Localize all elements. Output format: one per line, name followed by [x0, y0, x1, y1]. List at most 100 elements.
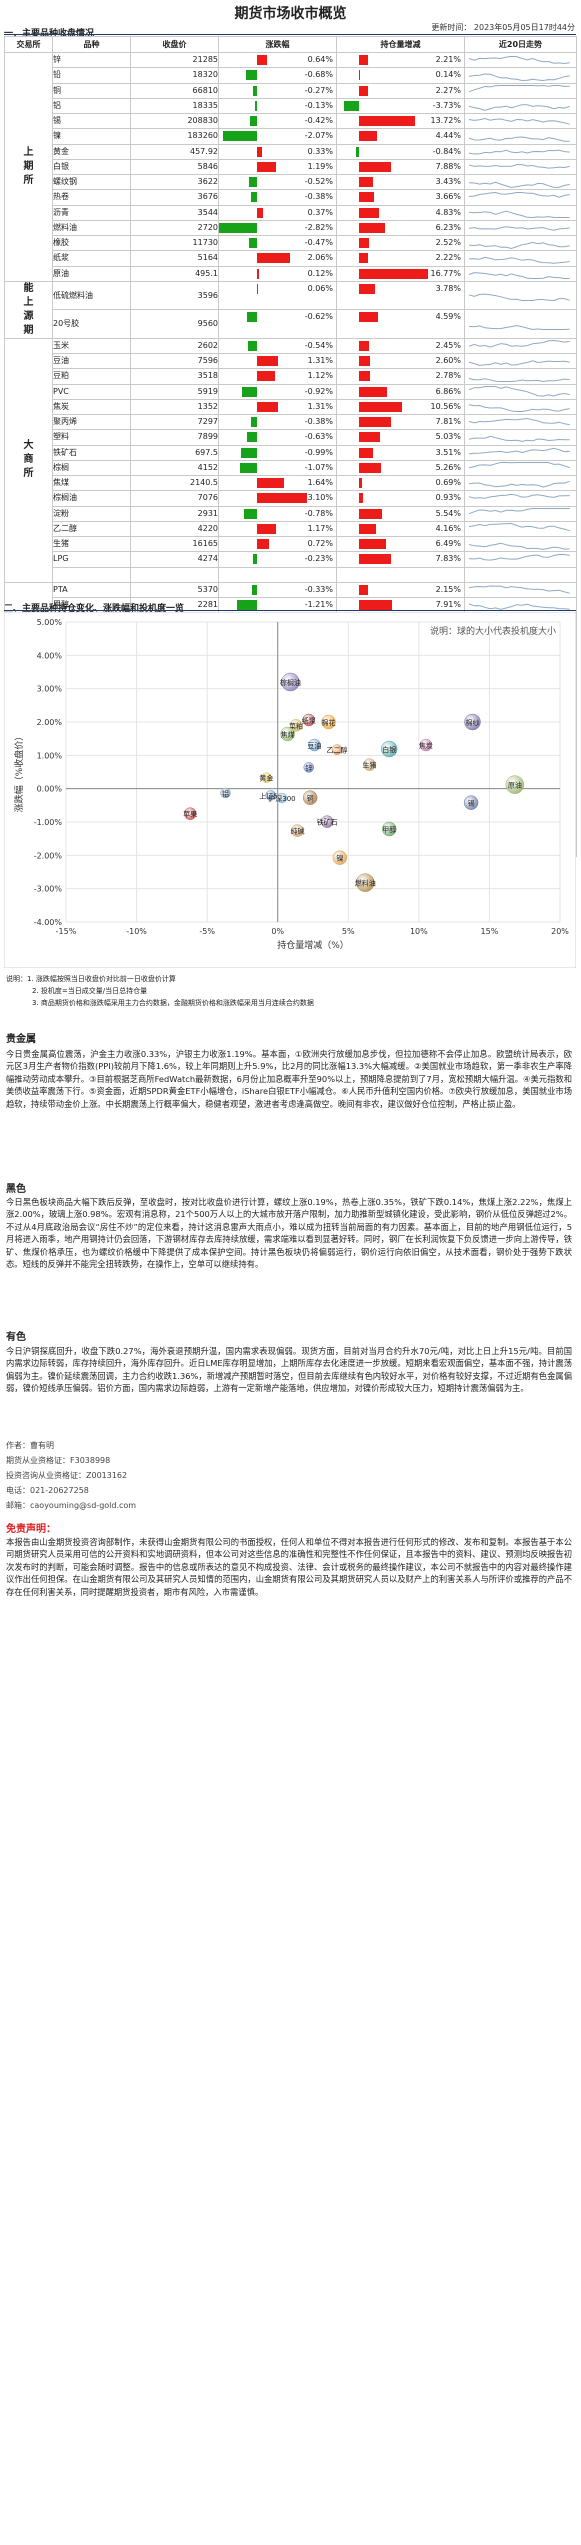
- author-cert: 期货从业资格证：F3038998: [6, 1456, 111, 1465]
- page-title: 期货市场收市概览: [234, 6, 347, 22]
- variety-cell: 乙二醇: [52, 520, 131, 538]
- change-value: -0.38%: [304, 417, 333, 426]
- y-tick-label: -2.00%: [34, 851, 63, 860]
- trend-cell: [464, 82, 577, 99]
- oi-bar: [359, 70, 360, 81]
- col-header-price: 收盘价: [130, 36, 219, 53]
- change-cell: -0.99%: [218, 444, 337, 461]
- oi-bar: [343, 100, 359, 111]
- oi-value: 4.44%: [435, 131, 461, 141]
- x-tick-label: 10%: [410, 927, 428, 936]
- change-bar: [242, 386, 257, 397]
- disclaimer-title: 免责声明：: [6, 1524, 56, 1535]
- variety-cell: 20号胶: [52, 309, 131, 339]
- oi-cell: 3.51%: [336, 444, 465, 461]
- trend-sparkline: [468, 435, 570, 442]
- trend-sparkline: [468, 181, 570, 188]
- table-row: 黄金 457.92 0.33% -0.84%: [5, 143, 577, 160]
- price-cell: 5370: [130, 581, 219, 599]
- scatter-point: [320, 815, 334, 828]
- trend-cell: [464, 413, 577, 431]
- variety-cell: 玉米: [52, 337, 131, 355]
- change-cell: -0.78%: [218, 505, 337, 522]
- scatter-point: [291, 824, 304, 837]
- trend-sparkline: [468, 324, 570, 330]
- chart-note-1: 1. 涨跌幅按照当日收盘价对比前一日收盘价计算: [27, 975, 176, 983]
- oi-value: 2.78%: [435, 371, 461, 381]
- scatter-point-label: 焦煤: [281, 730, 295, 739]
- change-bar: [257, 493, 308, 504]
- price-cell: 18320: [130, 67, 219, 84]
- oi-value: 3.66%: [435, 192, 461, 202]
- change-cell: 1.64%: [218, 474, 337, 492]
- variety-cell: PTA: [52, 581, 131, 599]
- change-bar: [246, 432, 257, 443]
- trend-cell: [464, 204, 577, 221]
- table-row: LPG 4274 -0.23% 7.83%: [5, 551, 577, 568]
- scatter-point-label: 铜: [307, 794, 314, 803]
- commentary-text-nonferrous: 今日沪铜探底回升，收盘下跌0.27%，海外衰退预期升温，国内需求表现偏弱。现货方…: [6, 1346, 572, 1394]
- oi-value: 7.88%: [435, 161, 461, 171]
- chart-notes: 说明：1. 涨跌幅按照当日收盘价对比前一日收盘价计算 2. 投机度=当日成交量/…: [6, 975, 314, 1007]
- scatter-point: [321, 714, 336, 730]
- trend-sparkline: [468, 117, 570, 125]
- section1-rule: [4, 34, 576, 35]
- change-cell: 1.17%: [218, 520, 337, 538]
- change-cell: 1.19%: [218, 158, 337, 176]
- scatter-point-label: 乙二醇: [326, 746, 347, 755]
- trend-cell: [464, 112, 577, 130]
- change-value: -0.68%: [304, 70, 333, 80]
- change-value: 2.06%: [307, 253, 333, 263]
- oi-cell: 4.59%: [336, 309, 465, 339]
- table-row: 镍 183260 -2.07% 4.44%: [5, 128, 577, 145]
- trend-cell: [464, 368, 577, 385]
- oi-value: 4.16%: [435, 523, 461, 533]
- oi-cell: 10.56%: [336, 398, 465, 416]
- trend-cell: [464, 173, 577, 191]
- trend-cell: [464, 551, 577, 568]
- x-tick-label: -10%: [126, 927, 147, 936]
- x-tick-label: -15%: [56, 927, 77, 936]
- col-header-change: 涨跌幅: [218, 36, 337, 53]
- table-row: 上 期 所锌 21285 0.64% 2.21%: [4, 51, 577, 282]
- oi-value: 0.93%: [435, 493, 461, 503]
- change-cell: -0.33%: [218, 581, 337, 599]
- oi-bar: [359, 268, 429, 279]
- trend-sparkline: [468, 359, 570, 366]
- scatter-point-label: 原油: [508, 781, 522, 790]
- change-bar: [257, 55, 268, 65]
- change-bar: [246, 312, 257, 323]
- commentary-text-metals: 今日贵金属高位震荡，沪金主力收涨0.33%，沪银主力收涨1.19%。基本面，①欧…: [6, 1049, 572, 1109]
- scatter-point: [332, 850, 348, 865]
- trend-sparkline: [468, 210, 570, 219]
- trend-sparkline: [468, 417, 570, 425]
- table-row: 棕榈油 7076 3.10% 0.93%: [5, 490, 577, 507]
- scatter-point: [331, 744, 343, 755]
- author-invest: 投资咨询从业资格证：Z0013162: [6, 1471, 128, 1480]
- oi-value: 6.49%: [435, 539, 461, 548]
- scatter-point: [419, 738, 433, 752]
- variety-cell: 镍: [52, 128, 131, 145]
- change-cell: 0.72%: [218, 535, 337, 553]
- oi-value: 7.81%: [435, 417, 461, 426]
- price-cell: 3544: [130, 204, 219, 221]
- table-row: 棕榈 4152 -1.07% 5.26%: [5, 459, 577, 477]
- oi-cell: 6.86%: [336, 383, 465, 400]
- change-cell: -0.38%: [218, 413, 337, 431]
- variety-cell: 塑料: [52, 429, 131, 446]
- scatter-point-label: 纯碱: [290, 827, 304, 836]
- trend-sparkline: [468, 480, 570, 488]
- change-bar: [257, 283, 258, 294]
- change-cell: 2.06%: [218, 250, 337, 267]
- variety-cell: 热卷: [52, 189, 131, 206]
- price-cell: 7076: [130, 490, 219, 507]
- oi-value: -3.73%: [432, 100, 461, 110]
- oi-bar: [359, 238, 370, 248]
- oi-cell: 2.15%: [336, 581, 465, 599]
- price-cell: 1352: [130, 398, 219, 416]
- scatter-chart: 5.00% 4.00% 3.00% 2.00% 1.00% 0.00% -1.00% -2.0…: [3, 611, 577, 969]
- price-cell: 11730: [130, 234, 219, 252]
- price-cell: 7596: [130, 352, 219, 370]
- oi-value: 13.72%: [430, 116, 461, 125]
- change-bar: [257, 401, 279, 412]
